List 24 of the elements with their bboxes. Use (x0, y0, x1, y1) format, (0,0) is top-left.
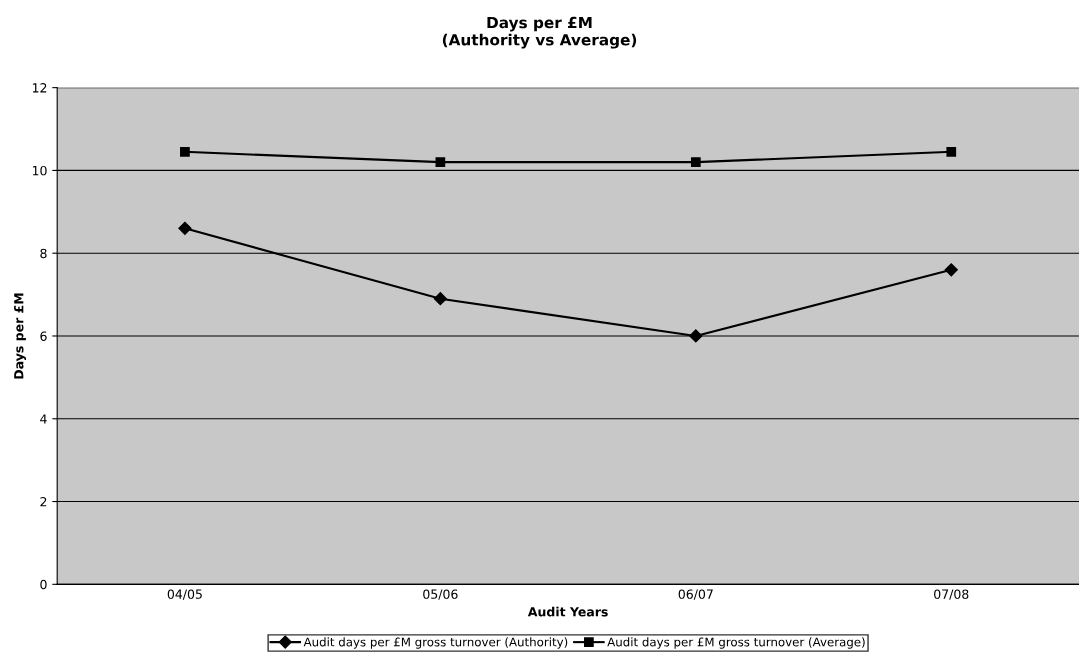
y-tick-label: 8 (40, 248, 47, 259)
x-tick-label: 04/05 (167, 589, 202, 600)
x-axis-title: Audit Years (527, 606, 608, 617)
point (433, 292, 447, 306)
legend-label: Audit days per £M gross turnover (Average) (607, 637, 865, 649)
point (180, 146, 190, 157)
x-tick-label: 07/08 (934, 589, 969, 600)
point (435, 157, 446, 168)
point (689, 329, 703, 343)
y-tick-label: 10 (32, 165, 47, 176)
y-tick-label: 4 (40, 414, 47, 424)
point (946, 146, 957, 157)
y-tick-label: 12 (32, 83, 47, 93)
chart-title: Days per £M (Authority vs Average) (442, 16, 637, 49)
point (690, 157, 701, 168)
y-tick-label: 2 (40, 497, 47, 507)
y-tick-label: 0 (40, 579, 47, 590)
point (178, 221, 192, 235)
y-axis-title: Days per £M (14, 293, 26, 379)
x-tick-label: 05/06 (423, 589, 458, 600)
legend-label: Audit days per £M gross turnover (Authority) (303, 637, 568, 649)
y-tick-label: 6 (40, 331, 47, 341)
x-tick-label: 06/07 (678, 589, 713, 600)
point (944, 263, 958, 277)
